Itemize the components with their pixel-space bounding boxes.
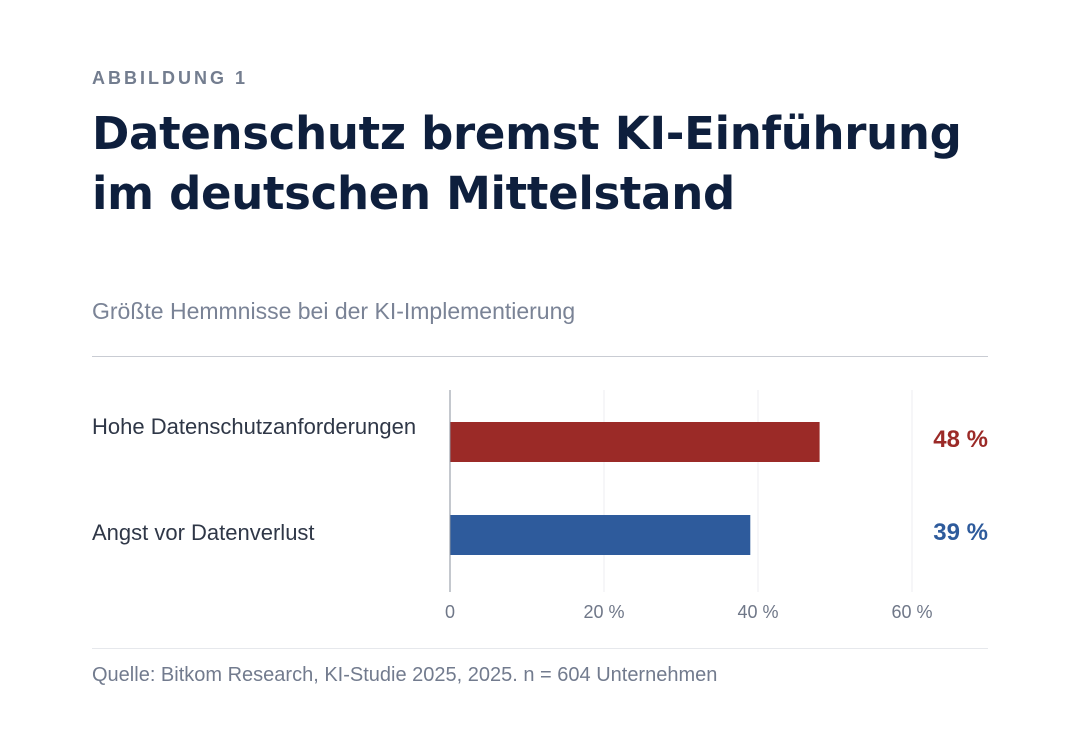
value-label-0: 48 % xyxy=(933,426,988,453)
bar-chart-svg: 0 20 % 40 % 60 % xyxy=(445,390,933,622)
category-label-0: Hohe Datenschutzanforderungen xyxy=(92,414,417,439)
value-label-1: 39 % xyxy=(933,519,988,546)
x-tick-label-1: 20 % xyxy=(583,602,624,622)
bar-1 xyxy=(450,515,751,555)
x-tick-label-0: 0 xyxy=(445,602,455,622)
top-divider xyxy=(92,356,988,357)
figure: ABBILDUNG 1 Datenschutz bremst KI-Einfüh… xyxy=(92,0,988,752)
bar-0 xyxy=(450,422,820,462)
chart-title: Datenschutz bremst KI-Einführung im deut… xyxy=(92,107,962,220)
category-label-1: Angst vor Datenverlust xyxy=(92,520,315,545)
chart-subtitle: Größte Hemmnisse bei der KI-Implementier… xyxy=(92,298,576,324)
bottom-divider xyxy=(92,648,988,649)
source-note: Quelle: Bitkom Research, KI-Studie 2025,… xyxy=(92,664,718,686)
x-tick-label-2: 40 % xyxy=(737,602,778,622)
figure-eyebrow: ABBILDUNG 1 xyxy=(92,68,249,88)
x-tick-label-3: 60 % xyxy=(891,602,932,622)
